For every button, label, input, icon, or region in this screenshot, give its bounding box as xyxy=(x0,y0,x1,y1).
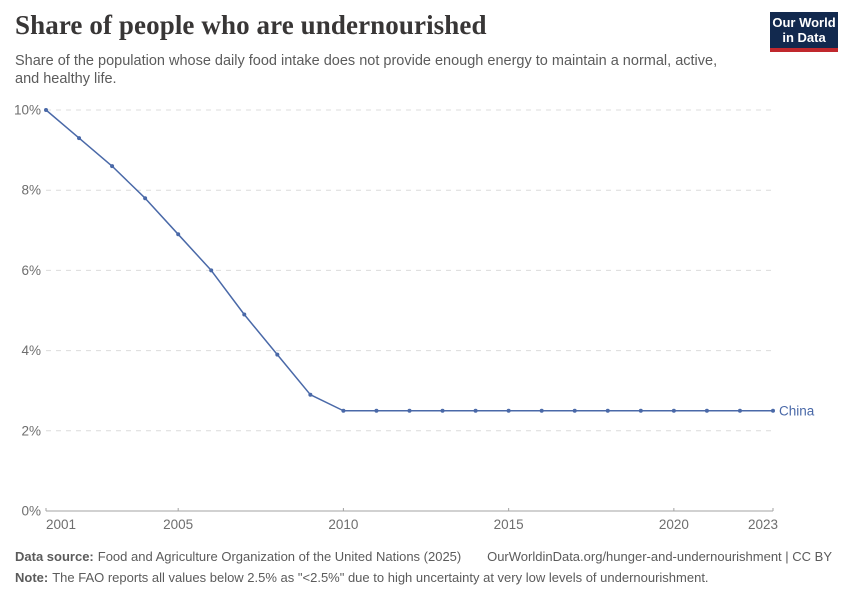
data-point[interactable] xyxy=(308,392,313,397)
data-point[interactable] xyxy=(341,408,346,413)
chart-note: Note: The FAO reports all values below 2.… xyxy=(15,569,832,586)
data-point[interactable] xyxy=(572,408,577,413)
y-axis-tick-label: 4% xyxy=(21,343,41,358)
data-point[interactable] xyxy=(110,164,115,169)
y-axis-tick-label: 6% xyxy=(21,263,41,278)
chart-footer: Data source: Food and Agriculture Organiz… xyxy=(15,548,832,586)
data-point[interactable] xyxy=(671,408,676,413)
x-axis-tick-label: 2005 xyxy=(163,517,193,532)
y-axis-tick-label: 10% xyxy=(14,103,41,118)
data-point[interactable] xyxy=(440,408,445,413)
data-source-label: Data source: xyxy=(15,549,94,564)
data-point[interactable] xyxy=(242,312,247,317)
data-source-value: Food and Agriculture Organization of the… xyxy=(97,549,462,564)
data-point[interactable] xyxy=(176,232,181,237)
data-point[interactable] xyxy=(143,196,148,201)
data-point[interactable] xyxy=(407,408,412,413)
y-axis-tick-label: 8% xyxy=(21,183,41,198)
series-label-china[interactable]: China xyxy=(779,403,815,418)
data-point[interactable] xyxy=(473,408,478,413)
chart-subtitle: Share of the population whose daily food… xyxy=(15,53,718,87)
data-point[interactable] xyxy=(209,268,214,273)
data-point[interactable] xyxy=(275,352,280,357)
x-axis-tick-label: 2010 xyxy=(328,517,358,532)
data-point[interactable] xyxy=(374,408,379,413)
series-line-china[interactable] xyxy=(45,109,773,412)
line-chart: 0% 2% 4% 6% 8% 10% 2001 2005 2010 2015 2020 2023 Chi… xyxy=(0,100,850,545)
owid-logo-line1: Our World xyxy=(772,15,836,30)
data-point[interactable] xyxy=(704,408,709,413)
data-source: Data source: Food and Agriculture Organiz… xyxy=(15,548,461,565)
x-axis-tick-label: 2023 xyxy=(748,517,778,532)
note-text: The FAO reports all values below 2.5% as… xyxy=(52,570,709,585)
owid-logo-line2: in Data xyxy=(782,30,826,45)
data-point[interactable] xyxy=(638,408,643,413)
data-point[interactable] xyxy=(44,108,48,112)
line-chart-svg: 0% 2% 4% 6% 8% 10% 2001 2005 2010 2015 2020 2023 Chi… xyxy=(14,103,815,533)
data-point[interactable] xyxy=(539,408,544,413)
note-label: Note: xyxy=(15,570,49,585)
y-axis-tick-label: 0% xyxy=(21,504,41,519)
data-point[interactable] xyxy=(77,136,82,141)
data-point[interactable] xyxy=(605,408,610,413)
page-title: Share of people who are undernourished xyxy=(15,10,487,40)
x-axis-tick-label: 2015 xyxy=(494,517,524,532)
x-axis-tick-label: 2001 xyxy=(46,517,76,532)
data-point[interactable] xyxy=(771,408,775,413)
data-point[interactable] xyxy=(506,408,511,413)
owid-logo[interactable]: Our World in Data xyxy=(770,12,838,52)
x-axis-tick-label: 2020 xyxy=(659,517,689,532)
data-point[interactable] xyxy=(737,408,742,413)
canonical-url[interactable]: OurWorldinData.org/hunger-and-undernouri… xyxy=(487,549,832,564)
y-axis-tick-label: 2% xyxy=(21,423,41,438)
